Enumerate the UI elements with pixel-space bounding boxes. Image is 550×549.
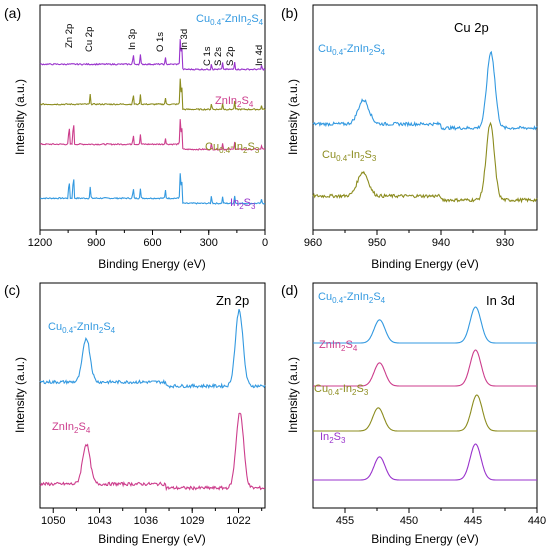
- panel-label-d: (d): [281, 282, 298, 298]
- peak-label: In 3d: [179, 29, 190, 50]
- series-label-c-0: Cu0.4-ZnIn2S4: [48, 321, 116, 335]
- plot-frame-c: [39, 282, 266, 509]
- panel-label-c: (c): [4, 282, 20, 298]
- panel-title-b: Cu 2p: [454, 20, 489, 35]
- series-line-a-2: [39, 78, 266, 111]
- series-label-a-2: Cu0.4-In2S3: [205, 141, 260, 155]
- peak-label: C 1s: [202, 46, 213, 66]
- x-tick-label: 300: [200, 237, 218, 249]
- peak-label: Zn 2p: [64, 24, 75, 48]
- series-label-d-1: ZnIn2S4: [319, 339, 358, 353]
- peak-label: S 2p: [225, 46, 236, 66]
- series-label-d-3: In2S3: [320, 431, 346, 445]
- series-line-d-2: [313, 394, 537, 432]
- series-line-c-0: [39, 309, 266, 389]
- peak-label: Cu 2p: [84, 27, 95, 52]
- ylabel-c: Intensity (a.u.): [13, 357, 27, 433]
- x-tick-label: 0: [262, 237, 268, 249]
- series-line-a-0: [39, 173, 266, 205]
- series-line-a-1: [39, 119, 266, 151]
- series-line-b-0: [312, 50, 538, 131]
- x-tick-label: 450: [400, 515, 418, 527]
- xlabel-b: Binding Energy (eV): [371, 257, 478, 271]
- plot-frame-d: [312, 282, 538, 509]
- xlabel-d: Binding Energy (eV): [371, 532, 478, 546]
- ylabel-a: Intensity (a.u.): [13, 79, 27, 155]
- series-label-a-1: ZnIn2S4: [215, 95, 254, 109]
- peak-label: S 2s: [213, 47, 224, 66]
- series-label-d-2: Cu0.4-In2S3: [314, 383, 369, 397]
- series-line-b-1: [312, 121, 538, 204]
- tick-layer: 1200 900 600 300 0 960 950 940 930 1050 1043 1036 10…: [28, 230, 546, 527]
- series-line-d-1: [313, 349, 537, 387]
- panel-label-a: (a): [4, 5, 21, 21]
- x-tick-label: 600: [143, 237, 161, 249]
- series-label-c-1: ZnIn2S4: [52, 421, 91, 435]
- xlabel-c: Binding Energy (eV): [98, 532, 205, 546]
- x-tick-label: 455: [336, 515, 354, 527]
- x-tick-label: 1029: [180, 515, 204, 527]
- series-label-b-1: Cu0.4-In2S3: [322, 149, 377, 163]
- panel-label-b: (b): [281, 5, 298, 21]
- series-line-c-1: [39, 412, 266, 492]
- series-label-d-0: Cu0.4-ZnIn2S4: [318, 291, 386, 305]
- x-tick-label: 950: [368, 237, 386, 249]
- x-tick-label: 960: [304, 237, 322, 249]
- panel-title-c: Zn 2p: [216, 293, 249, 308]
- x-tick-label: 1200: [28, 237, 52, 249]
- plot-frame-b: [312, 4, 538, 231]
- x-tick-label: 940: [432, 237, 450, 249]
- peak-label-layer: Zn 2p Cu 2p In 3p O 1s In 3d C 1s S 2s S 2p In 4…: [64, 24, 265, 66]
- series-label-layer: Cu0.4-ZnIn2S4 ZnIn2S4 Cu0.4-In2S3 In2S3 Cu0.…: [48, 13, 386, 445]
- x-tick-label: 1043: [87, 515, 111, 527]
- spectra-layer: [39, 38, 538, 492]
- x-tick-label: 930: [496, 237, 514, 249]
- peak-label: In 3p: [127, 29, 138, 50]
- ylabel-d: Intensity (a.u.): [286, 357, 300, 433]
- series-label-b-0: Cu0.4-ZnIn2S4: [318, 43, 386, 57]
- peak-label: O 1s: [155, 32, 166, 52]
- series-line-a-3: [39, 38, 266, 71]
- xlabel-a: Binding Energy (eV): [98, 257, 205, 271]
- x-tick-label: 1050: [41, 515, 65, 527]
- x-tick-label: 440: [528, 515, 546, 527]
- ylabel-b: Intensity (a.u.): [286, 79, 300, 155]
- peak-label: In 4d: [254, 45, 265, 66]
- x-tick-label: 1022: [226, 515, 250, 527]
- x-tick-label: 1036: [134, 515, 158, 527]
- series-label-a-0: Cu0.4-ZnIn2S4: [196, 13, 264, 27]
- series-label-a-3: In2S3: [230, 197, 256, 211]
- series-line-d-3: [313, 443, 537, 481]
- panel-title-d: In 3d: [486, 293, 515, 308]
- x-tick-label: 445: [464, 515, 482, 527]
- series-line-d-0: [313, 306, 537, 344]
- x-tick-label: 900: [87, 237, 105, 249]
